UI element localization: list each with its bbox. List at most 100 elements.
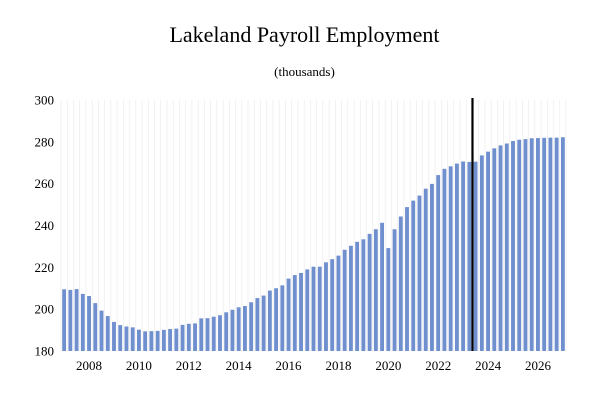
y-tick-300: 300 [35, 93, 55, 108]
bar-2013Q3 [224, 312, 229, 351]
x-tick-2020: 2020 [375, 358, 401, 373]
bar-2016Q2 [292, 275, 297, 351]
y-tick-180: 180 [35, 344, 55, 359]
bar-2011Q2 [168, 329, 173, 351]
bar-2025Q4 [529, 138, 534, 351]
bar-2019Q4 [380, 222, 385, 351]
bar-2012Q4 [205, 318, 210, 351]
bar-2021Q1 [411, 200, 416, 351]
bar-2008Q2 [93, 303, 98, 351]
bar-2014Q4 [255, 298, 260, 351]
bar-2026Q4 [554, 137, 559, 351]
bar-2023Q4 [479, 155, 484, 351]
bar-2022Q4 [454, 163, 459, 351]
bar-2025Q1 [511, 140, 515, 351]
bar-2026Q3 [548, 137, 553, 351]
chart-title: Lakeland Payroll Employment [169, 22, 440, 47]
bar-2027Q1 [560, 137, 565, 351]
bar-2018Q2 [342, 249, 347, 351]
bar-2019Q1 [361, 239, 366, 351]
bar-2011Q4 [180, 324, 185, 351]
bar-2016Q1 [286, 278, 291, 351]
bar-2009Q1 [112, 321, 116, 351]
x-tick-2026: 2026 [525, 358, 552, 373]
bar-2026Q1 [536, 138, 540, 351]
bar-2021Q2 [417, 195, 422, 351]
bar-2022Q2 [442, 168, 447, 351]
bar-2022Q3 [448, 166, 453, 351]
bar-2021Q4 [430, 183, 434, 351]
bar-2025Q3 [523, 139, 528, 351]
x-tick-2024: 2024 [475, 358, 502, 373]
bar-2015Q2 [267, 290, 272, 351]
bar-2019Q3 [373, 229, 378, 351]
bar-2007Q4 [80, 293, 85, 351]
bar-2020Q2 [392, 229, 397, 351]
bar-2011Q1 [161, 329, 166, 351]
bar-2023Q1 [461, 161, 466, 351]
bar-2012Q1 [186, 323, 191, 351]
bar-2014Q2 [242, 306, 247, 351]
bar-2025Q2 [517, 139, 522, 351]
bar-2009Q2 [118, 325, 123, 351]
chart-subtitle: (thousands) [274, 64, 335, 79]
bar-2016Q3 [299, 272, 303, 351]
bar-2015Q3 [274, 288, 279, 351]
bar-2020Q3 [398, 216, 403, 351]
bar-2012Q2 [193, 323, 197, 351]
bar-2008Q4 [105, 316, 110, 351]
x-tick-2008: 2008 [76, 358, 102, 373]
bar-2010Q3 [149, 331, 154, 351]
bar-2012Q3 [199, 318, 204, 351]
y-axis-tick-labels: 180 200 220 240 260 280 300 [35, 93, 55, 359]
bar-2017Q4 [330, 259, 335, 351]
x-tick-2016: 2016 [276, 358, 303, 373]
x-axis-tick-labels: 2008 2010 2012 2014 2016 2018 2020 2022 2024 2026 [76, 358, 551, 373]
bar-2018Q4 [355, 241, 360, 351]
x-tick-2010: 2010 [126, 358, 152, 373]
bar-2013Q4 [230, 309, 235, 351]
bar-2010Q1 [136, 329, 141, 351]
bar-2007Q3 [74, 289, 79, 351]
y-tick-240: 240 [35, 218, 55, 233]
bar-2024Q1 [486, 151, 491, 351]
bar-2008Q1 [87, 295, 91, 351]
bar-2014Q3 [249, 302, 254, 351]
bar-2007Q1 [62, 289, 67, 351]
y-tick-260: 260 [35, 176, 55, 191]
bar-2011Q3 [174, 328, 179, 351]
bar-2017Q3 [324, 262, 328, 351]
bar-2019Q2 [367, 233, 372, 351]
bar-2016Q4 [305, 269, 310, 351]
bar-2023Q3 [473, 161, 478, 351]
bar-2018Q3 [348, 245, 353, 351]
bar-2024Q4 [504, 143, 509, 351]
gridlines [60, 100, 567, 351]
bar-2009Q3 [124, 326, 129, 351]
bar-2021Q3 [423, 188, 428, 351]
bar-2010Q2 [143, 331, 148, 351]
x-tick-2012: 2012 [176, 358, 202, 373]
bar-2010Q4 [155, 330, 160, 351]
bar-2008Q3 [99, 310, 104, 351]
x-tick-2018: 2018 [325, 358, 351, 373]
bar-2015Q1 [261, 295, 266, 351]
bar-2024Q2 [492, 148, 497, 351]
x-tick-2022: 2022 [425, 358, 451, 373]
y-tick-200: 200 [35, 302, 55, 317]
bar-2026Q2 [542, 137, 547, 351]
bar-2020Q1 [386, 248, 391, 351]
bar-2014Q1 [236, 307, 241, 351]
bar-2013Q1 [211, 316, 216, 351]
bar-2009Q4 [130, 327, 135, 351]
bar-2022Q1 [436, 175, 441, 351]
bar-2013Q2 [218, 315, 222, 351]
bar-2018Q1 [336, 255, 341, 351]
bar-2024Q3 [498, 145, 503, 351]
x-tick-2014: 2014 [226, 358, 253, 373]
y-tick-280: 280 [35, 134, 55, 149]
y-tick-220: 220 [35, 260, 55, 275]
bar-2015Q4 [280, 285, 285, 351]
bar-2017Q2 [317, 266, 322, 351]
